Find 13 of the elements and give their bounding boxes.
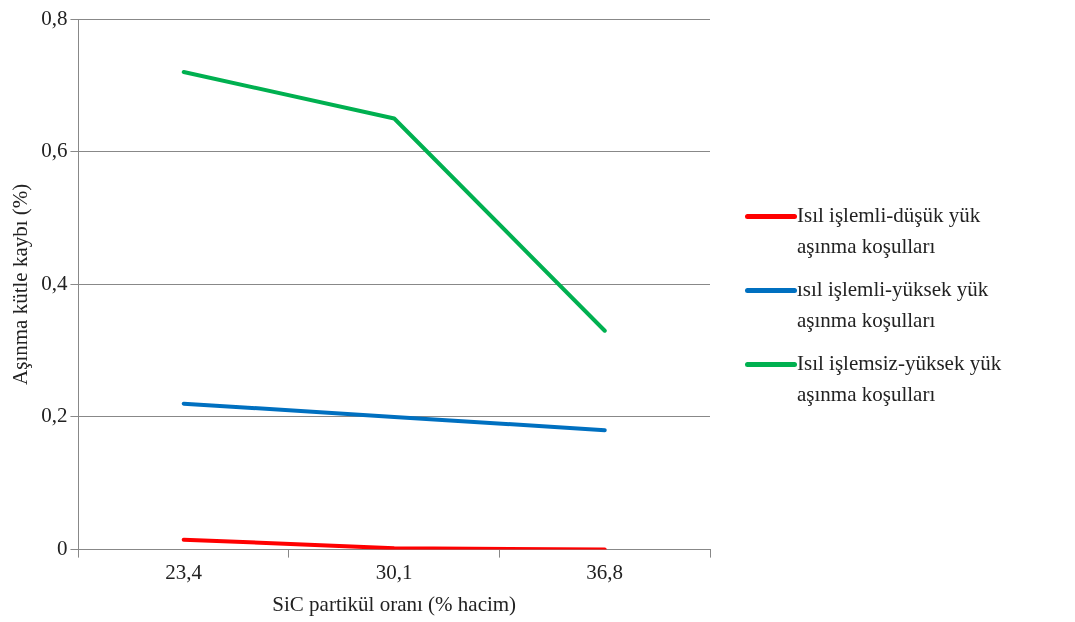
y-tick-label: 0 — [56, 536, 68, 561]
y-tick-label: 0,6 — [41, 138, 68, 163]
legend-label: Isıl işlemli-düşük yük aşınma koşulları — [797, 202, 982, 260]
y-tick-label: 0,8 — [41, 5, 68, 30]
y-tick-label: 0,4 — [41, 270, 68, 295]
y-axis-title: Aşınma kütle kaybı (%) — [8, 183, 33, 385]
y-tick-label: 0,2 — [41, 403, 68, 428]
legend-label: Isıl işlemsiz-yüksek yük aşınma koşulları — [797, 350, 1003, 408]
legend-label: ısıl işlemli-yüksek yük aşınma koşulları — [797, 276, 990, 334]
x-tick-label: 36,8 — [586, 559, 624, 584]
x-tick-label: 30,1 — [375, 559, 413, 584]
x-axis-title: SiC partikül oranı (% hacim) — [272, 591, 517, 616]
x-tick-label: 23,4 — [165, 559, 203, 584]
